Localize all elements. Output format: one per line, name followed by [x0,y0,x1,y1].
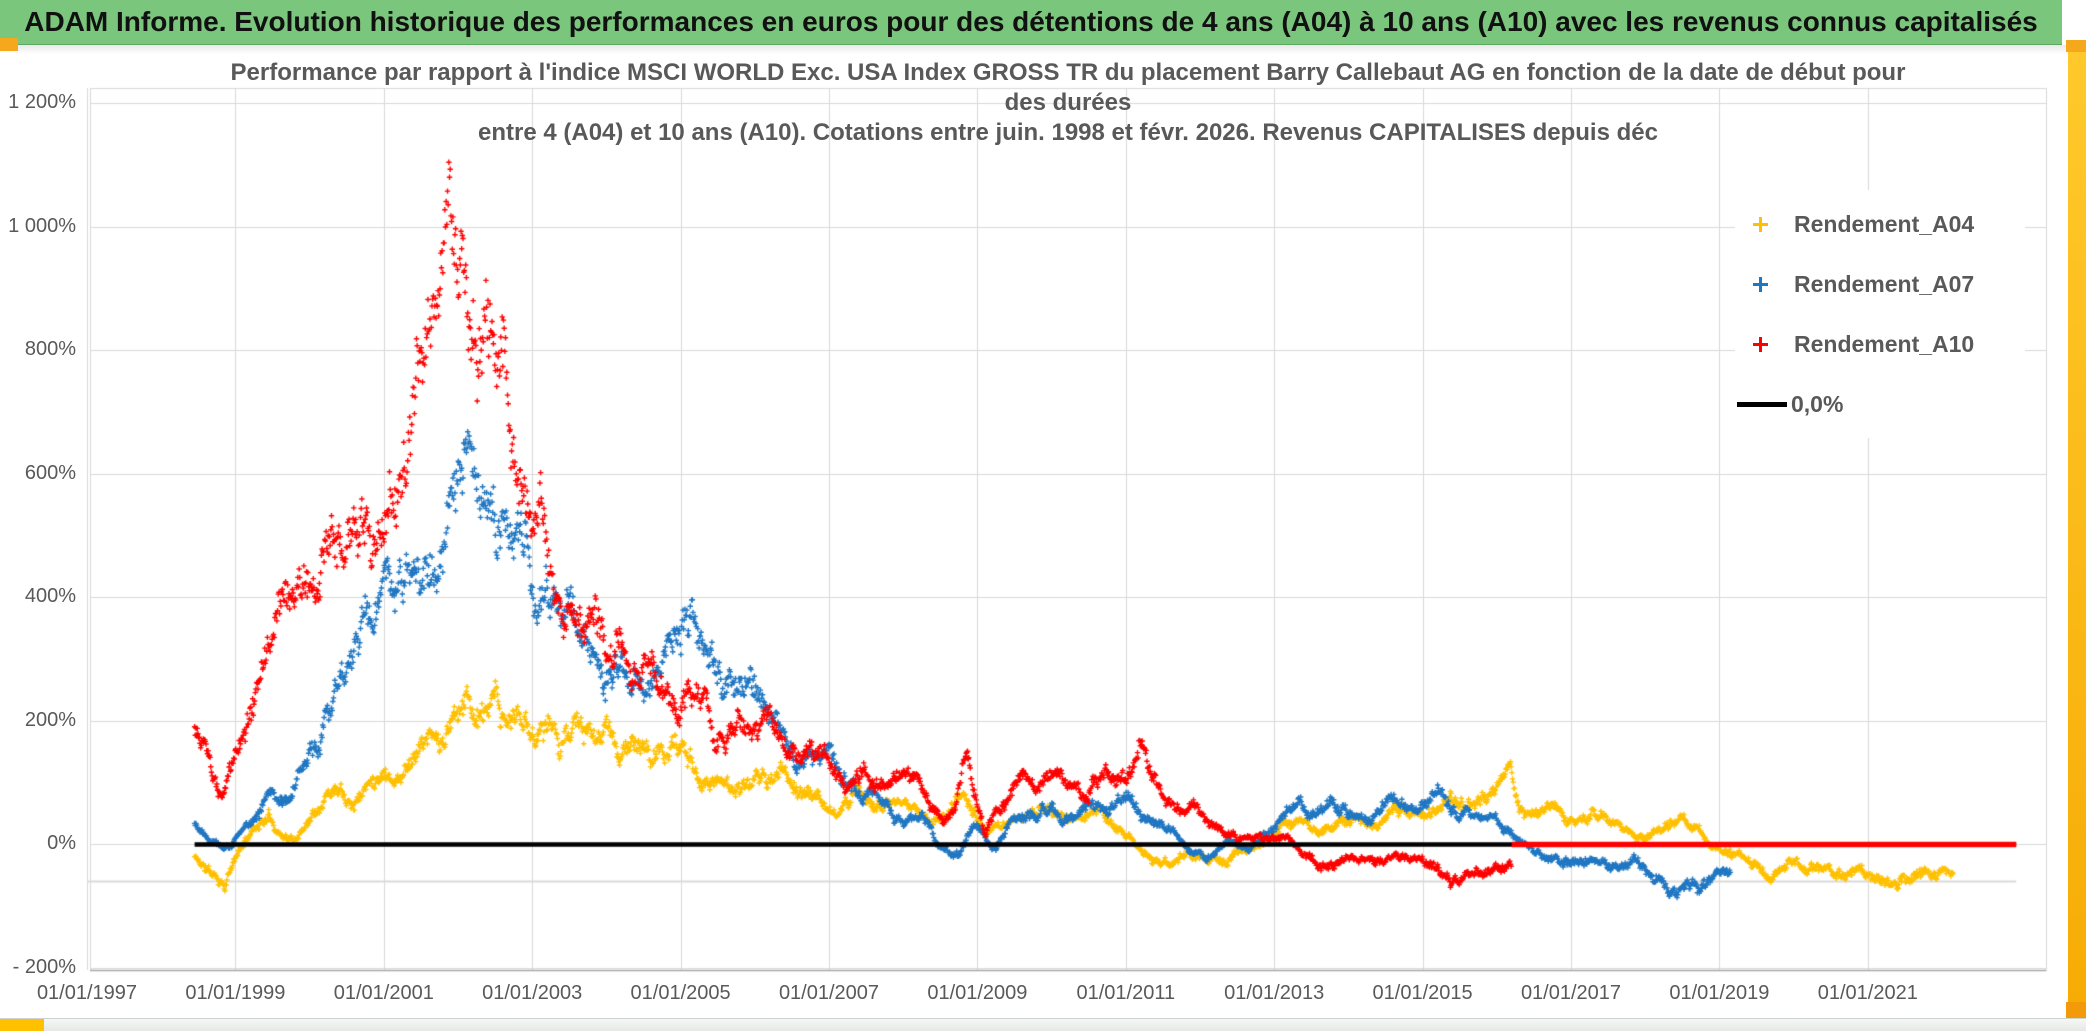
x-axis-tick-label: 01/01/2017 [1520,982,1622,1004]
x-axis-tick-label: 01/01/1997 [36,982,138,1004]
x-axis-tick-label: 01/01/2001 [333,982,434,1004]
y-axis-tick-label: 1 000% [8,214,76,237]
legend-label: Rendement_A10 [1794,330,1975,357]
accent-square-bottom-right [2066,1002,2086,1022]
legend-label: 0,0% [1791,390,1844,417]
header-divider [0,45,2066,54]
right-accent-strip [2068,52,2086,1002]
chart-legend: Rendement_A04 Rendement_A07 Rendement_A10 0… [1735,190,2025,438]
y-axis-labels: 1 200% 1 000% 800% 600% 400% 200% 0% - 200% [0,54,80,1018]
chart-title-line-2: des durées [1004,89,1132,116]
header-bar: ADAM Informe. Evolution historique des p… [0,0,2062,45]
x-axis-tick-label: 01/01/1999 [185,982,286,1004]
x-axis-tick-label: 01/01/2009 [927,982,1028,1004]
y-axis-tick-label: 400% [24,585,76,608]
x-axis-tick-label: 01/01/2007 [778,982,880,1004]
legend-item-rendement-a10[interactable]: Rendement_A10 [1735,314,2025,374]
legend-item-0-0-[interactable]: 0,0% [1735,374,2025,434]
chart-title-line-3: entre 4 (A04) et 10 ans (A10). Cotations… [478,119,1658,146]
x-axis-tick-label: 01/01/2021 [1817,982,1918,1004]
plus-marker-icon [1753,276,1768,292]
x-axis-tick-label: 01/01/2003 [482,982,583,1004]
chart-plot-canvas [0,54,2066,1018]
accent-square-bottom-left [0,1019,44,1031]
x-axis-tick-label: 01/01/2005 [630,982,731,1004]
plus-marker-icon [1753,216,1768,232]
legend-item-rendement-a07[interactable]: Rendement_A07 [1735,254,2025,314]
chart-area: Performance par rapport à l'indice MSCI … [0,54,2066,1018]
bottom-strip [0,1018,2086,1031]
y-axis-tick-label: 1 200% [8,91,76,114]
accent-square-top-right [2066,40,2086,52]
x-axis-tick-label: 01/01/2011 [1076,982,1176,1004]
plus-marker-icon [1753,336,1768,352]
chart-title: Performance par rapport à l'indice MSCI … [90,58,2046,148]
y-axis-tick-label: 0% [47,832,76,855]
y-axis-tick-label: - 200% [12,956,76,978]
x-axis-tick-label: 01/01/2013 [1224,982,1325,1004]
accent-square-top-left [0,38,18,51]
legend-item-rendement-a04[interactable]: Rendement_A04 [1735,194,2025,254]
legend-label: Rendement_A07 [1794,270,1975,297]
page-title: ADAM Informe. Evolution historique des p… [24,6,2038,37]
x-axis-tick-label: 01/01/2015 [1372,982,1473,1004]
y-axis-tick-label: 800% [24,338,76,361]
legend-label: Rendement_A04 [1794,210,1975,237]
line-marker-icon [1737,401,1787,407]
chart-title-line-1: Performance par rapport à l'indice MSCI … [230,59,1906,86]
y-axis-tick-label: 600% [24,461,76,484]
y-axis-tick-label: 200% [24,708,76,731]
x-axis-tick-label: 01/01/2019 [1669,982,1770,1004]
x-axis-labels: 01/01/1997 01/01/1999 01/01/2001 01/01/2003… [0,54,2066,1018]
